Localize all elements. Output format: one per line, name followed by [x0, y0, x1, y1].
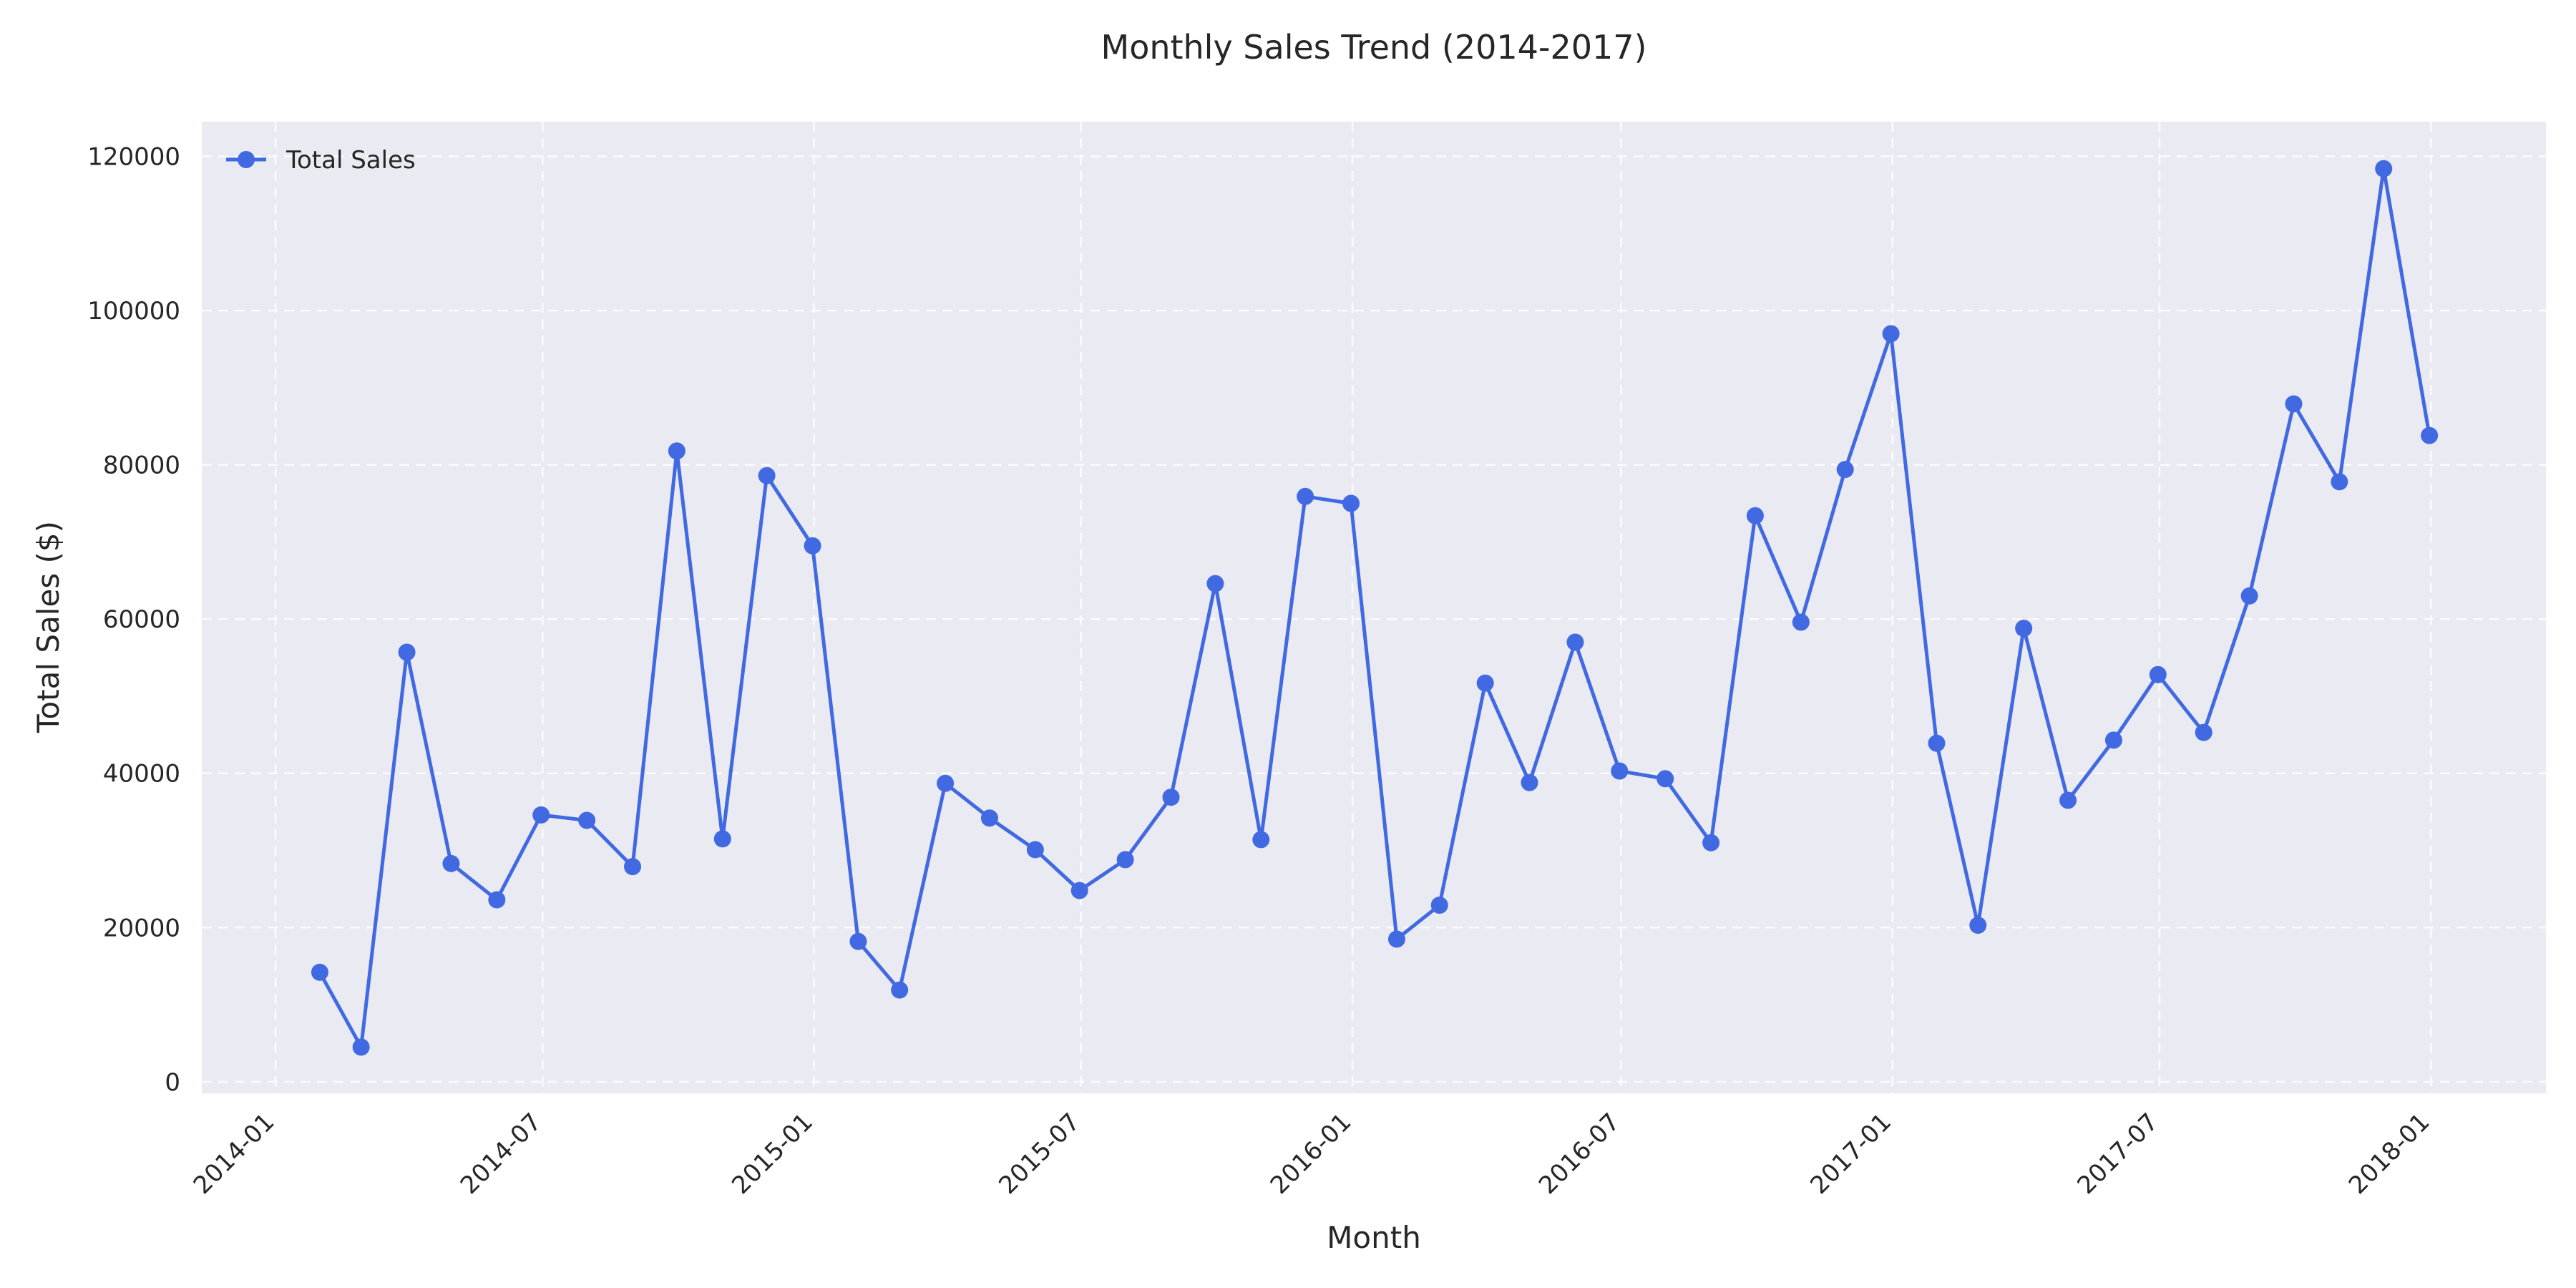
data-point	[2375, 160, 2393, 177]
x-tick-label: 2018-01	[2343, 1108, 2436, 1200]
data-point	[532, 806, 550, 824]
data-point	[804, 537, 821, 555]
x-axis: 2014-01 2014-07 2015-01 2015-07 2016-01 2016-…	[188, 1108, 2436, 1200]
legend-label: Total Sales	[286, 146, 416, 175]
x-tick-label: 2015-01	[726, 1108, 819, 1200]
legend-point-marker	[238, 151, 255, 168]
chart-title: Monthly Sales Trend (2014-2017)	[1101, 28, 1647, 67]
x-tick-label: 2014-01	[188, 1108, 280, 1200]
x-tick-label: 2017-01	[1805, 1108, 1897, 1200]
data-point	[1566, 633, 1584, 651]
data-point	[713, 830, 731, 848]
data-point	[1387, 930, 1405, 948]
data-point	[1476, 674, 1494, 692]
x-tick-label: 2016-07	[1533, 1108, 1626, 1200]
x-tick-label: 2014-07	[455, 1108, 547, 1200]
data-point	[1297, 487, 1314, 505]
y-tick-label: 120000	[87, 143, 180, 172]
y-tick-label: 20000	[103, 914, 180, 942]
x-tick-label: 2017-07	[2072, 1108, 2164, 1200]
data-point	[1206, 575, 1224, 592]
data-point	[2285, 395, 2303, 413]
data-point	[1430, 897, 1448, 914]
x-tick-label: 2015-07	[993, 1108, 1085, 1200]
data-point	[758, 467, 776, 484]
data-point	[1882, 325, 1900, 343]
data-point	[1928, 734, 1946, 752]
data-point	[311, 963, 328, 981]
data-point	[980, 809, 998, 827]
data-point	[2149, 665, 2167, 683]
data-point	[1836, 461, 1854, 479]
data-point	[2015, 620, 2033, 638]
data-point	[352, 1038, 370, 1056]
y-tick-label: 100000	[87, 297, 180, 326]
data-point	[1342, 494, 1360, 512]
data-point	[578, 811, 596, 829]
grid	[202, 122, 2546, 1093]
data-point	[442, 854, 460, 872]
data-point	[1969, 917, 1987, 935]
x-tick-label: 2016-01	[1265, 1108, 1357, 1200]
y-axis: 0 20000 40000 60000 80000 100000 120000	[87, 143, 180, 1097]
data-point	[2059, 791, 2077, 809]
data-point	[1116, 851, 1134, 869]
data-point	[1611, 762, 1629, 780]
data-point	[849, 932, 867, 950]
plot-area	[202, 122, 2546, 1093]
data-point	[668, 442, 686, 460]
x-axis-label: Month	[1327, 1220, 1421, 1255]
data-point	[891, 981, 909, 999]
data-point	[2240, 587, 2258, 605]
data-point	[1026, 841, 1044, 859]
data-point	[937, 774, 955, 792]
data-point	[1521, 774, 1538, 791]
series-line	[318, 167, 2431, 1049]
y-axis-label: Total Sales ($)	[31, 521, 66, 733]
y-tick-label: 0	[165, 1068, 180, 1097]
data-point	[2331, 473, 2348, 491]
data-point	[1252, 831, 1270, 849]
data-point	[1070, 882, 1088, 899]
legend: Total Sales	[226, 146, 416, 175]
data-point	[488, 891, 506, 909]
data-point	[398, 643, 416, 661]
series-layer	[311, 160, 2439, 1056]
data-point	[2421, 426, 2439, 444]
data-point	[1702, 834, 1720, 852]
data-point	[1746, 507, 1764, 525]
data-point	[2104, 731, 2122, 749]
data-point	[1162, 789, 1180, 806]
data-point	[2195, 723, 2212, 741]
y-tick-label: 80000	[103, 452, 180, 480]
data-point	[1792, 613, 1810, 631]
y-tick-label: 60000	[103, 605, 180, 634]
data-point	[1657, 770, 1674, 788]
y-tick-label: 40000	[103, 760, 180, 789]
data-point	[624, 858, 642, 876]
